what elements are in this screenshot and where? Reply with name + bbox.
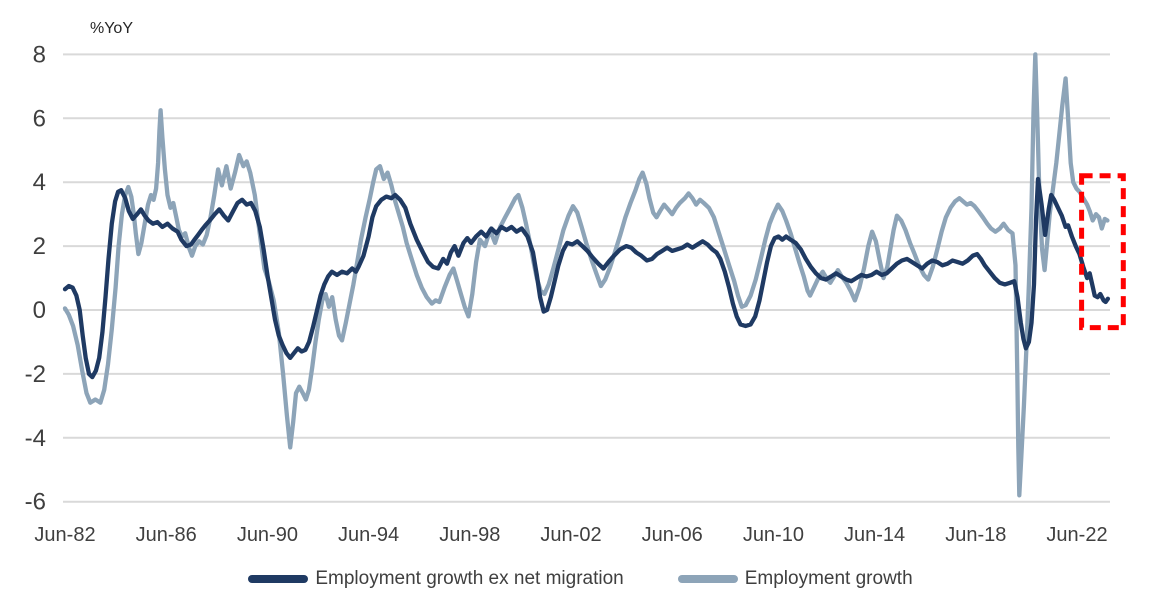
x-axis-tick-label-Jun-02: Jun-02: [540, 524, 601, 546]
legend: Employment growth ex net migration Emplo…: [0, 568, 1161, 590]
x-axis-tick-label-Jun-22: Jun-22: [1046, 524, 1107, 546]
x-axis-tick-label-Jun-10: Jun-10: [743, 524, 804, 546]
legend-item-employment-growth: Employment growth: [677, 568, 913, 590]
legend-label-employment-growth: Employment growth: [744, 568, 913, 589]
y-axis-tick-label-2: 2: [33, 233, 46, 260]
legend-label-employment-growth-ex-net-migration: Employment growth ex net migration: [315, 568, 624, 589]
y-axis-tick-label--6: -6: [25, 489, 46, 516]
employment-growth-chart: 8 6 4 2 0 -2 -4 -6 Jun-82 Jun-86 Jun-90 Jun-94 Jun-9…: [25, 20, 1126, 546]
y-axis-tick-label-4: 4: [33, 169, 46, 196]
x-axis-tick-label-Jun-06: Jun-06: [642, 524, 703, 546]
y-axis-tick-label-6: 6: [33, 105, 46, 132]
y-axis-unit-label: %YoY: [90, 20, 133, 37]
x-axis-tick-label-Jun-18: Jun-18: [945, 524, 1006, 546]
legend-swatch-dark-navy: [248, 575, 309, 583]
y-axis-tick-label--2: -2: [25, 361, 46, 388]
x-axis-tick-label-Jun-14: Jun-14: [844, 524, 905, 546]
y-axis-tick-label--4: -4: [25, 425, 46, 452]
x-axis-tick-label-Jun-94: Jun-94: [338, 524, 399, 546]
y-axis-tick-label-0: 0: [33, 297, 46, 324]
y-axis-tick-label-8: 8: [33, 41, 46, 68]
x-axis-tick-label-Jun-82: Jun-82: [34, 524, 95, 546]
series-line-employment-growth: [62, 52, 1110, 498]
legend-item-employment-growth-ex-net-migration: Employment growth ex net migration: [248, 568, 624, 590]
x-axis-tick-label-Jun-90: Jun-90: [237, 524, 298, 546]
x-axis-tick-label-Jun-98: Jun-98: [439, 524, 500, 546]
series-line-employment-growth-ex-net-migration: [62, 176, 1111, 380]
highlight-box-recent-divergence: [1079, 173, 1126, 331]
legend-swatch-steel-blue: [677, 575, 738, 583]
x-axis-tick-label-Jun-86: Jun-86: [136, 524, 197, 546]
